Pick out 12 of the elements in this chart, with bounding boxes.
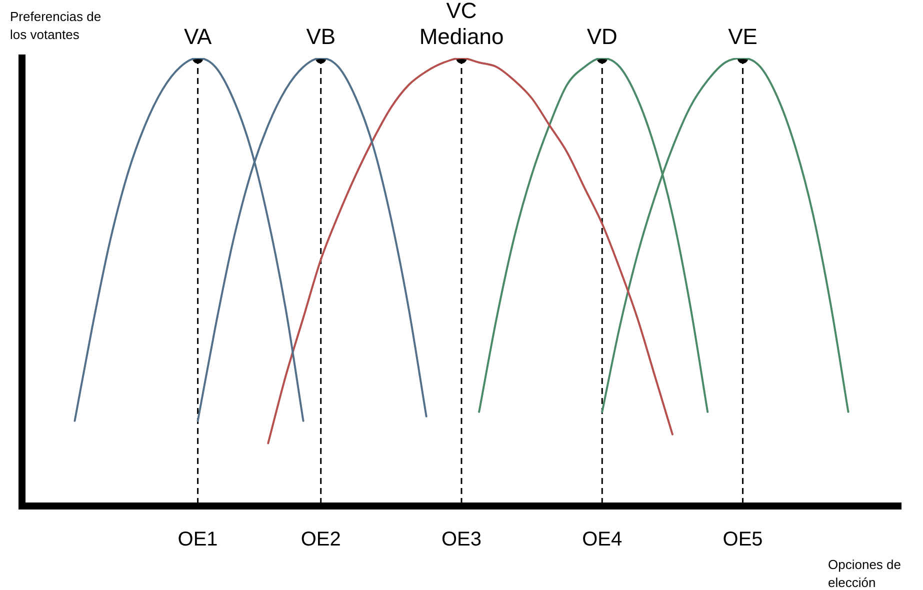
annotation: VA bbox=[184, 24, 212, 50]
x-tick-label: OE1 bbox=[178, 528, 218, 551]
annotation: VC Mediano bbox=[419, 0, 504, 50]
x-tick-label: OE5 bbox=[722, 528, 763, 551]
annotation: VB bbox=[306, 24, 336, 50]
text: Preferencias de los votantes bbox=[10, 8, 102, 44]
annotation: VE bbox=[728, 24, 758, 50]
x-tick-label: OE3 bbox=[441, 528, 482, 551]
annotation: VD bbox=[586, 24, 618, 50]
x-axis-title: Opciones de elección bbox=[828, 556, 902, 590]
x-tick-label: OE4 bbox=[582, 528, 622, 551]
x-tick-label: OE2 bbox=[300, 528, 341, 551]
